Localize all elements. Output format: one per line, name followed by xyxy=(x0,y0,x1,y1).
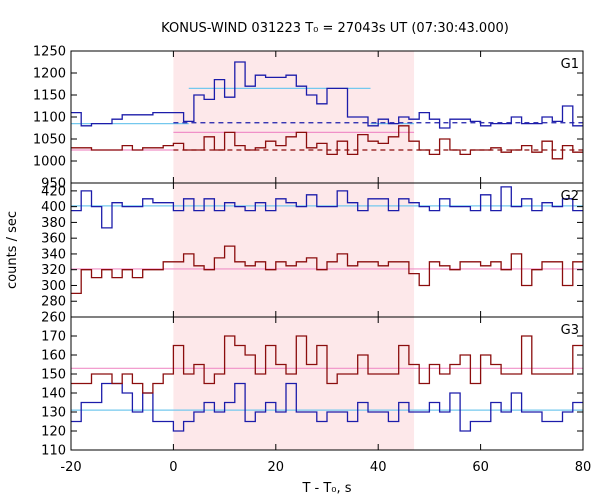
panel-G3-y-tick-label: 150 xyxy=(41,368,66,383)
panel-G3-y-tick-label: 110 xyxy=(41,444,66,459)
panel-G2-y-tick-label: 280 xyxy=(41,295,66,310)
x-tick-label: 80 xyxy=(575,460,592,475)
panel-G2-y-tick-label: 380 xyxy=(41,216,66,231)
panel-G2-y-tick-label: 340 xyxy=(41,247,66,262)
panel-G3-y-tick-label: 160 xyxy=(41,349,66,364)
panel-G2-series-blue xyxy=(71,186,583,229)
panel-G2-series-red xyxy=(71,245,583,295)
panel-G1-y-tick-label: 950 xyxy=(41,177,66,192)
panel-G1-series-red xyxy=(71,125,583,160)
panel-label-G1: G1 xyxy=(561,57,579,72)
panel-G2-y-tick-label: 360 xyxy=(41,232,66,247)
x-tick-label: 20 xyxy=(268,460,285,475)
panel-label-G3: G3 xyxy=(561,323,579,338)
shaded-interval xyxy=(173,51,415,450)
panel-G1-y-tick-label: 1250 xyxy=(33,45,66,60)
panel-G1-y-tick-label: 1200 xyxy=(33,67,66,82)
panel-G3-y-tick-label: 140 xyxy=(41,387,66,402)
panel-G1-y-tick-label: 1150 xyxy=(33,89,66,104)
x-tick-label: 40 xyxy=(370,460,387,475)
panel-G2-y-tick-label: 300 xyxy=(41,279,66,294)
panel-G2-y-tick-label: 420 xyxy=(41,184,66,199)
chart-title: KONUS-WIND 031223 T₀ = 27043s UT (07:30:… xyxy=(161,21,509,36)
x-axis-label: T - T₀, s xyxy=(301,481,351,496)
panel-G2-y-tick-label: 320 xyxy=(41,263,66,278)
panel-G3-y-tick-label: 130 xyxy=(41,406,66,421)
panel-G3-frame xyxy=(70,316,584,451)
panel-G2-y-tick-label: 400 xyxy=(41,200,66,215)
panel-G2-y-tick-label: 260 xyxy=(41,311,66,326)
plot-lines xyxy=(71,61,583,432)
panel-G1-y-tick-label: 1000 xyxy=(33,155,66,170)
panel-G1-series-blue xyxy=(71,61,583,129)
panel-G3-series-blue xyxy=(71,382,583,432)
panel-G1-y-tick-label: 1050 xyxy=(33,133,66,148)
panel-G3-series-red xyxy=(71,335,583,394)
x-tick-label: 0 xyxy=(169,460,177,475)
axis-text: 950100010501100115012001250G126028030032… xyxy=(33,45,591,476)
y-axis-label: counts / sec xyxy=(5,211,20,289)
panel-label-G2: G2 xyxy=(561,189,579,204)
plot-frames xyxy=(70,50,584,451)
panel-G3-y-tick-label: 120 xyxy=(41,425,66,440)
x-tick-label: -20 xyxy=(60,460,81,475)
panel-G3-y-tick-label: 170 xyxy=(41,330,66,345)
panel-G1-y-tick-label: 1100 xyxy=(33,111,66,126)
x-tick-label: 60 xyxy=(472,460,489,475)
